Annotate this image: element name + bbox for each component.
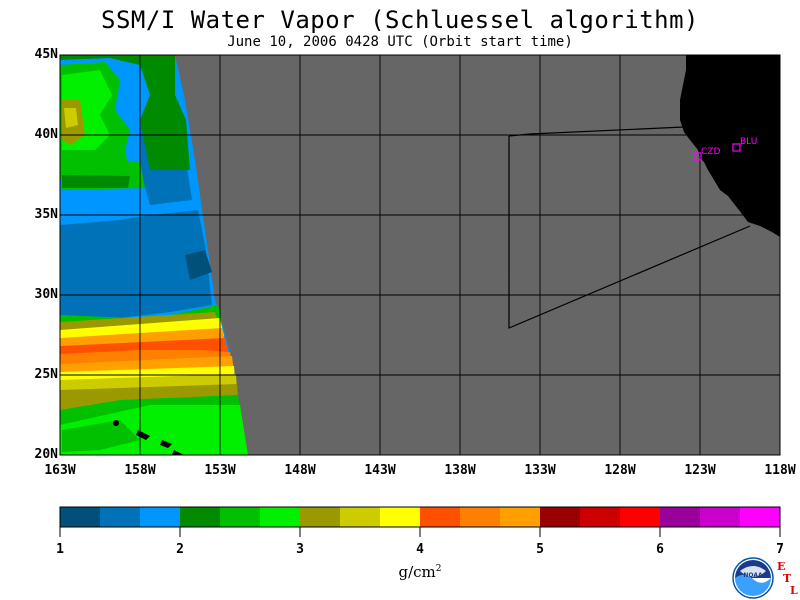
map-subtitle: June 10, 2006 0428 UTC (Orbit start time…: [227, 34, 573, 50]
lon-tick-label: 133W: [524, 463, 556, 478]
lat-tick-label: 30N: [34, 287, 58, 302]
lat-tick-label: 35N: [34, 207, 58, 222]
colorbar-swatch: [220, 507, 261, 527]
colorbar-tick-label: 1: [56, 542, 64, 557]
colorbar-swatch: [540, 507, 581, 527]
colorbar-swatch: [140, 507, 181, 527]
station-marker-blu: [732, 143, 741, 152]
lon-tick-label: 148W: [284, 463, 316, 478]
lat-tick-label: 25N: [34, 367, 58, 382]
lon-tick-label: 153W: [204, 463, 236, 478]
lon-tick-label: 143W: [364, 463, 396, 478]
colorbar-tick-label: 2: [176, 542, 184, 557]
lat-tick-label: 40N: [34, 127, 58, 142]
lon-tick-label: 138W: [444, 463, 476, 478]
lon-tick-label: 163W: [44, 463, 76, 478]
colorbar-swatch: [500, 507, 541, 527]
colorbar-swatch: [100, 507, 141, 527]
lon-tick-label: 118W: [764, 463, 796, 478]
station-label-czd: CZD: [701, 147, 721, 157]
colorbar-swatch: [740, 507, 781, 527]
station-marker-czd: [693, 152, 702, 161]
etl-letter-t: T: [783, 572, 792, 585]
colorbar-swatch: [340, 507, 381, 527]
colorbar-swatch: [420, 507, 461, 527]
water-vapor-swath: [60, 55, 248, 455]
colorbar-tick-label: 4: [416, 542, 424, 557]
colorbar-swatch: [700, 507, 741, 527]
colorbar-swatch: [180, 507, 221, 527]
etl-letter-e: E: [777, 560, 786, 573]
map-title: SSM/I Water Vapor (Schluessel algorithm): [101, 6, 699, 34]
colorbar-swatch: [460, 507, 501, 527]
colorbar-swatch: [620, 507, 661, 527]
colorbar-swatch: [380, 507, 421, 527]
colorbar-swatch: [260, 507, 301, 527]
colorbar-units: g/cm2: [398, 563, 442, 581]
lat-tick-label: 45N: [34, 47, 58, 62]
colorbar-swatch: [300, 507, 341, 527]
colorbar-tick-label: 3: [296, 542, 304, 557]
noaa-logo-icon: NOAA: [732, 557, 774, 599]
station-label-blu: BLU: [740, 137, 758, 147]
land-mass: [680, 55, 780, 237]
lon-tick-label: 123W: [684, 463, 716, 478]
svg-text:NOAA: NOAA: [743, 572, 763, 579]
colorbar: [59, 507, 781, 537]
lon-tick-label: 158W: [124, 463, 156, 478]
lat-lon-grid: [60, 55, 780, 455]
lat-tick-label: 20N: [34, 447, 58, 462]
lon-tick-label: 128W: [604, 463, 636, 478]
colorbar-swatch: [580, 507, 621, 527]
colorbar-swatch: [60, 507, 101, 527]
flight-track: [508, 136, 751, 329]
colorbar-tick-label: 6: [656, 542, 664, 557]
colorbar-tick-label: 5: [536, 542, 544, 557]
colorbar-tick-label: 7: [776, 542, 784, 557]
colorbar-swatch: [660, 507, 701, 527]
etl-letter-l: L: [790, 584, 798, 597]
